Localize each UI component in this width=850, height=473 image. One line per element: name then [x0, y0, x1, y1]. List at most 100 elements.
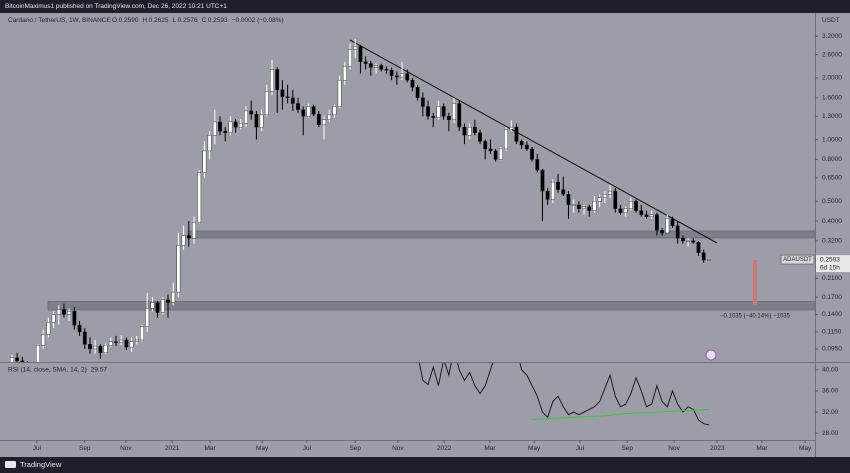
candle-body: [114, 341, 118, 343]
candle-body: [582, 206, 586, 209]
candle-body: [186, 235, 191, 239]
candle-body: [62, 309, 66, 315]
candle-body: [420, 97, 425, 107]
candle-body: [394, 75, 399, 78]
candle-body: [405, 73, 410, 81]
y-tick-label: 0.0950: [822, 346, 842, 353]
drawings: [47, 39, 815, 361]
candle-body: [483, 141, 488, 150]
y-tick-label: 0.1150: [822, 329, 842, 336]
x-tick-label: May: [799, 445, 812, 452]
legend-item: H: [142, 17, 147, 24]
candle-body: [384, 69, 389, 71]
candle-body: [441, 106, 446, 117]
price-tag: 0.2593: [820, 256, 840, 263]
event-icon: [705, 349, 717, 361]
x-tick-label: Nov: [392, 445, 404, 452]
candle-body: [306, 106, 311, 117]
legend-item: C: [202, 17, 207, 24]
y-tick-label: 0.3200: [822, 238, 842, 245]
y-tick-label: 0.6500: [822, 175, 842, 182]
candle-body: [628, 201, 633, 209]
candle-body: [160, 299, 165, 313]
candle-body: [67, 311, 72, 315]
candle-body: [119, 339, 124, 343]
candle-body: [254, 114, 259, 128]
x-tick-label: Sep: [349, 445, 361, 452]
x-tick-label: Mar: [484, 445, 496, 452]
x-tick-label: 2022: [437, 445, 452, 452]
y-tick-label: 1.3000: [822, 113, 842, 120]
candle-body: [436, 106, 441, 118]
candle-body: [566, 194, 571, 206]
candle-body: [202, 150, 207, 173]
candle-body: [51, 314, 56, 323]
candle-body: [446, 116, 451, 120]
candle-body: [358, 46, 363, 62]
y-tick-label: 0.5000: [822, 198, 842, 205]
candle-body: [108, 341, 113, 346]
candle-body: [46, 322, 51, 335]
candle-body: [103, 345, 108, 353]
axis-unit: USDT: [822, 17, 840, 24]
measure-label: −0.1035 (−40.14%) −1035: [720, 314, 791, 320]
candle-body: [431, 116, 436, 118]
candle-body: [15, 357, 20, 362]
candle-body: [20, 360, 25, 362]
candle-body: [249, 110, 254, 115]
candle-body: [654, 214, 659, 231]
candle-body: [524, 144, 529, 150]
candle-body: [623, 208, 628, 213]
top-bar: [0, 0, 850, 13]
candle-body: [332, 106, 337, 116]
legend-item: −0.0002 (−0.08%): [232, 17, 284, 24]
y-tick-label: 36.00: [822, 388, 839, 395]
y-tick-label: 40.00: [822, 367, 839, 374]
candle-body: [301, 109, 306, 117]
candle-body: [691, 240, 696, 243]
candle-body: [327, 114, 332, 120]
candle-body: [342, 66, 347, 81]
candle-body: [72, 311, 77, 326]
candle-body: [670, 218, 675, 226]
candle-body: [488, 148, 493, 152]
candle-body: [124, 339, 129, 348]
candle-body: [452, 103, 456, 120]
candle-body: [576, 204, 581, 209]
candle-body: [82, 331, 87, 345]
brand: TradingView: [20, 460, 62, 469]
y-tick-label: 0.8000: [822, 156, 842, 163]
x-tick-label: Mar: [756, 445, 768, 452]
trendline: [349, 39, 718, 244]
candle-body: [649, 214, 654, 217]
candle-body: [36, 345, 40, 362]
legend-item: 0.2625: [149, 17, 169, 24]
candle-body: [540, 169, 545, 192]
candle-body: [504, 129, 508, 150]
y-tick-label: 2.6000: [822, 51, 842, 58]
countdown-tag: 6d 15h: [820, 264, 840, 271]
candle-body: [155, 302, 160, 313]
candle-body: [478, 132, 482, 142]
credit: BitcoinMaximus1 published on TradingView…: [5, 3, 227, 10]
candle-body: [665, 218, 670, 234]
candle-body: [56, 309, 61, 315]
candle-body: [259, 114, 264, 128]
candle-body: [457, 103, 462, 128]
candle-body: [571, 204, 576, 206]
symbol-tag: ADAUSDT: [783, 257, 812, 263]
brand-logo: [5, 461, 16, 468]
candle-body: [706, 259, 711, 261]
x-tick-label: 2021: [165, 445, 180, 452]
candle-body: [228, 121, 233, 133]
x-tick-label: Nov: [668, 445, 680, 452]
candle-body: [233, 121, 238, 128]
candle-body: [264, 91, 269, 116]
candle-body: [285, 96, 290, 98]
candle-body: [498, 148, 503, 160]
bottom-bar: [0, 457, 850, 473]
x-tick-label: Sep: [79, 445, 91, 452]
support-zone: [47, 301, 815, 311]
candle-body: [337, 79, 342, 107]
